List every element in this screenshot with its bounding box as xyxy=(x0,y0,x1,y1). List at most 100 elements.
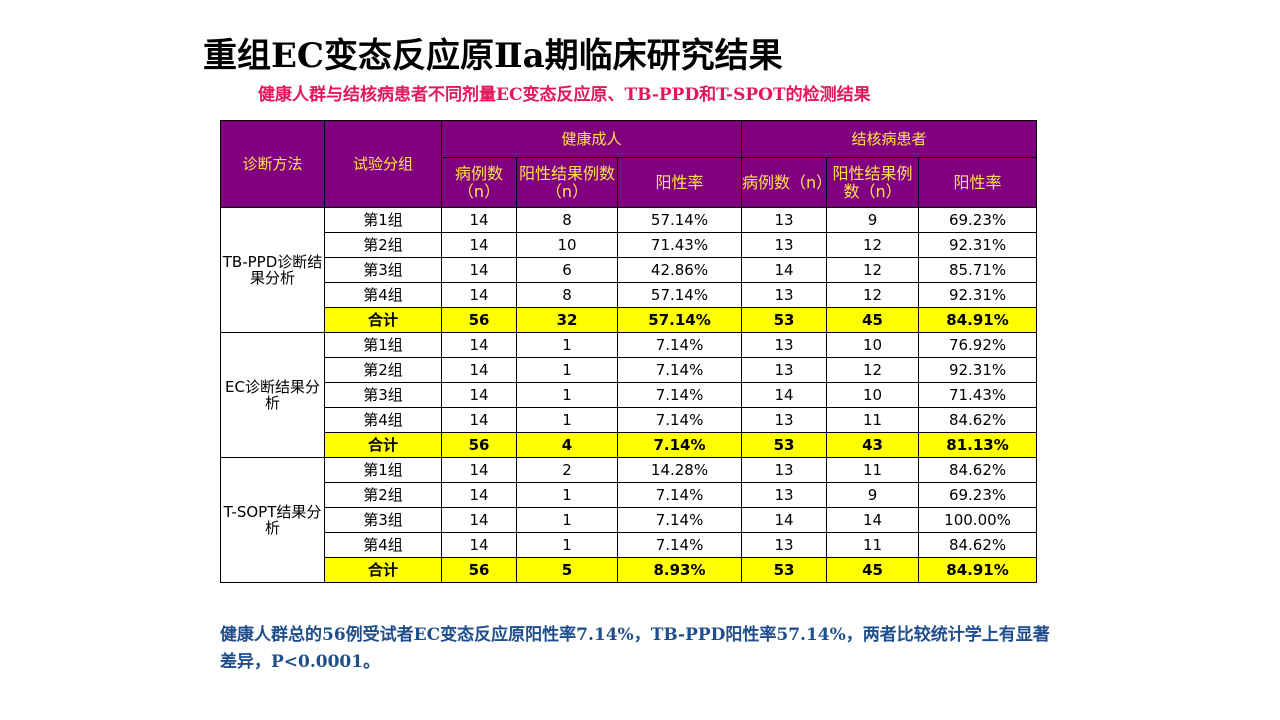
tb-rate-cell: 92.31% xyxy=(918,357,1038,383)
page-subtitle: 健康人群与结核病患者不同剂量EC变态反应原、TB-PPD和T-SPOT的检测结果 xyxy=(258,85,871,105)
header-healthy: 健康成人 xyxy=(440,120,743,158)
tb-rate-cell: 85.71% xyxy=(918,257,1038,283)
tb-cases-cell: 13 xyxy=(741,232,828,258)
tb-cases-cell: 13 xyxy=(741,532,828,558)
healthy-positive-cell: 2 xyxy=(516,457,618,483)
healthy-cases-cell: 14 xyxy=(441,507,517,533)
healthy-rate-cell: 71.43% xyxy=(616,232,743,258)
healthy-cases-cell: 14 xyxy=(441,357,517,383)
tb-cases-cell: 13 xyxy=(741,207,828,233)
tb-positive-cell: 12 xyxy=(826,232,920,258)
tb-positive-cell: 45 xyxy=(826,307,920,333)
tb-positive-cell: 11 xyxy=(826,457,920,483)
tb-positive-cell: 11 xyxy=(826,532,920,558)
group-cell: 合计 xyxy=(324,432,442,458)
tb-cases-cell: 13 xyxy=(741,357,828,383)
healthy-positive-cell: 8 xyxy=(516,207,618,233)
group-cell: 第3组 xyxy=(324,257,442,283)
healthy-cases-cell: 14 xyxy=(441,232,517,258)
tb-cases-cell: 53 xyxy=(741,557,828,583)
healthy-positive-cell: 32 xyxy=(516,307,618,333)
group-cell: 第2组 xyxy=(324,232,442,258)
tb-rate-cell: 92.31% xyxy=(918,232,1038,258)
tb-cases-cell: 53 xyxy=(741,432,828,458)
healthy-cases-cell: 14 xyxy=(441,382,517,408)
table-row: TB-PPD诊断结果分析 第1组 14 8 57.14% 13 9 69.23% xyxy=(220,207,1038,333)
results-table: 诊断方法 试验分组 健康成人 结核病患者 病例数（n） 阳性结果例数（n） 阳性… xyxy=(220,120,1038,583)
tb-rate-cell: 84.62% xyxy=(918,457,1038,483)
header-healthy-positive: 阳性结果例数（n） xyxy=(516,157,618,208)
header-tb-rate: 阳性率 xyxy=(918,157,1038,208)
healthy-rate-cell: 7.14% xyxy=(616,407,743,433)
tb-rate-cell: 69.23% xyxy=(918,207,1038,233)
tb-cases-cell: 53 xyxy=(741,307,828,333)
healthy-rate-cell: 14.28% xyxy=(616,457,743,483)
healthy-cases-cell: 56 xyxy=(441,432,517,458)
tb-positive-cell: 14 xyxy=(826,507,920,533)
table-row: 第3组 14 1 7.14% 14 14 100.00% xyxy=(221,507,1038,533)
healthy-rate-cell: 57.14% xyxy=(616,207,743,233)
healthy-cases-cell: 14 xyxy=(441,482,517,508)
tb-rate-cell: 81.13% xyxy=(918,432,1038,458)
healthy-rate-cell: 57.14% xyxy=(616,307,743,333)
table-row: 第4组 14 8 57.14% 13 12 92.31% xyxy=(221,282,1038,308)
healthy-cases-cell: 14 xyxy=(441,332,517,358)
healthy-rate-cell: 7.14% xyxy=(616,532,743,558)
healthy-positive-cell: 1 xyxy=(516,407,618,433)
tb-rate-cell: 84.62% xyxy=(918,532,1038,558)
healthy-rate-cell: 7.14% xyxy=(616,382,743,408)
tb-rate-cell: 84.91% xyxy=(918,307,1038,333)
tb-rate-cell: 92.31% xyxy=(918,282,1038,308)
healthy-positive-cell: 1 xyxy=(516,507,618,533)
total-row: 合计 56 32 57.14% 53 45 84.91% xyxy=(221,307,1038,333)
header-tb: 结核病患者 xyxy=(741,120,1038,158)
healthy-cases-cell: 14 xyxy=(441,282,517,308)
healthy-positive-cell: 10 xyxy=(516,232,618,258)
tb-cases-cell: 13 xyxy=(741,332,828,358)
healthy-positive-cell: 6 xyxy=(516,257,618,283)
header-row-2: 病例数（n） 阳性结果例数（n） 阳性率 病例数（n） 阳性结果例数（n） 阳性… xyxy=(221,157,1038,208)
table-row: 第2组 14 1 7.14% 13 12 92.31% xyxy=(221,357,1038,383)
group-cell: 第4组 xyxy=(324,532,442,558)
healthy-positive-cell: 4 xyxy=(516,432,618,458)
total-row: 合计 56 5 8.93% 53 45 84.91% xyxy=(221,557,1038,583)
tb-rate-cell: 71.43% xyxy=(918,382,1038,408)
method-cell: T-SOPT结果分析 xyxy=(220,457,325,583)
group-cell: 第3组 xyxy=(324,507,442,533)
healthy-cases-cell: 14 xyxy=(441,457,517,483)
header-tb-positive: 阳性结果例数（n） xyxy=(826,157,920,208)
tb-positive-cell: 10 xyxy=(826,332,920,358)
method-cell: TB-PPD诊断结果分析 xyxy=(220,207,325,333)
healthy-rate-cell: 42.86% xyxy=(616,257,743,283)
table-row: 第3组 14 6 42.86% 14 12 85.71% xyxy=(221,257,1038,283)
tb-positive-cell: 12 xyxy=(826,282,920,308)
total-row: 合计 56 4 7.14% 53 43 81.13% xyxy=(221,432,1038,458)
tb-cases-cell: 13 xyxy=(741,482,828,508)
group-cell: 第2组 xyxy=(324,357,442,383)
group-cell: 第1组 xyxy=(324,207,442,233)
header-method: 诊断方法 xyxy=(220,120,325,208)
healthy-rate-cell: 8.93% xyxy=(616,557,743,583)
healthy-positive-cell: 1 xyxy=(516,357,618,383)
page-title: 重组EC变态反应原Ⅱa期临床研究结果 xyxy=(203,36,783,76)
results-table-body: 诊断方法 试验分组 健康成人 结核病患者 病例数（n） 阳性结果例数（n） 阳性… xyxy=(220,120,1038,583)
table-row: 第2组 14 10 71.43% 13 12 92.31% xyxy=(221,232,1038,258)
healthy-rate-cell: 7.14% xyxy=(616,507,743,533)
healthy-rate-cell: 7.14% xyxy=(616,432,743,458)
healthy-positive-cell: 1 xyxy=(516,332,618,358)
healthy-positive-cell: 1 xyxy=(516,482,618,508)
group-cell: 合计 xyxy=(324,557,442,583)
table-row: 第4组 14 1 7.14% 13 11 84.62% xyxy=(221,407,1038,433)
tb-positive-cell: 9 xyxy=(826,482,920,508)
table-row: 第4组 14 1 7.14% 13 11 84.62% xyxy=(221,532,1038,558)
healthy-positive-cell: 5 xyxy=(516,557,618,583)
tb-rate-cell: 100.00% xyxy=(918,507,1038,533)
header-tb-cases: 病例数（n） xyxy=(741,157,832,208)
tb-positive-cell: 12 xyxy=(826,357,920,383)
table-row: EC诊断结果分析 第1组 14 1 7.14% 13 10 76.92% xyxy=(220,332,1038,458)
group-cell: 第1组 xyxy=(324,332,442,358)
tb-positive-cell: 12 xyxy=(826,257,920,283)
conclusion-note: 健康人群总的56例受试者EC变态反应原阳性率7.14%，TB-PPD阳性率57.… xyxy=(220,625,1050,672)
header-healthy-cases: 病例数（n） xyxy=(441,157,517,208)
tb-positive-cell: 11 xyxy=(826,407,920,433)
